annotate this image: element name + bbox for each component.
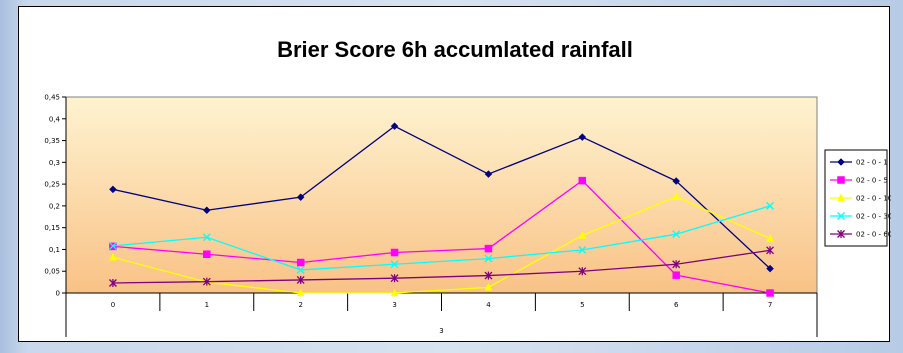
data-point [296,265,305,274]
legend-label: 02 - 0 - 60 [856,231,891,239]
data-point [578,267,587,276]
data-point [672,192,681,200]
data-point [296,258,305,267]
x-tick-label: 0 [111,301,115,309]
data-point [672,230,681,239]
legend-item: 02 - 0 - 30 [830,212,891,221]
x-tick-label: 6 [674,301,679,309]
data-point [766,233,774,242]
data-point [484,244,493,253]
legend-label: 02 - 0 - 1 [856,159,888,167]
data-point [578,176,587,185]
data-point [202,206,211,215]
plot-area [65,96,818,294]
data-point [109,252,117,261]
x-tick-label: 1 [205,301,209,309]
data-point [484,271,493,280]
data-point [202,233,211,242]
chart-svg: 0 0,05 0,1 0,15 0,2 0,25 0,3 0,35 0,4 0,45 0 1 2 3 4 5 6… [44,94,891,337]
data-point [766,264,774,273]
legend-label: 02 - 0 - 10 [856,195,891,203]
x-tick-label: 7 [768,301,772,309]
series-3 [109,192,774,297]
chart-title: Brier Score 6h accumlated rainfall [277,37,633,62]
legend-marker [837,212,845,220]
y-tick-label: 0,25 [44,181,60,189]
data-point [390,248,399,257]
legend-item: 02 - 0 - 60 [830,230,891,239]
y-tick-label: 0,05 [44,268,60,276]
series-1 [109,122,774,273]
legend-marker [837,230,845,238]
legend-item: 02 - 0 - 1 [830,158,888,167]
x-tick-label: 5 [580,301,584,309]
y-tick-label: 0,35 [44,137,60,145]
data-point [203,250,211,258]
data-point [672,271,680,279]
data-point [484,170,493,178]
y-tick-label: 0,4 [49,115,61,123]
data-point [672,260,681,269]
y-tick-label: 0,45 [44,94,60,102]
data-point [108,242,117,250]
data-point [296,193,305,202]
data-point [578,230,587,239]
series-4 [108,201,775,274]
data-point [766,289,774,297]
series-5 [108,246,775,287]
data-point [484,282,493,291]
x-tick-label: 4 [486,301,491,309]
data-point [296,275,305,284]
data-point [390,274,399,283]
series-line [112,179,771,294]
data-point [578,133,587,141]
data-point [296,288,305,297]
series-line [112,249,771,284]
data-point [390,122,399,131]
chart-frame: Brier Score 6h accumlated rainfall 0 0,05… [18,6,891,342]
y-tick-label: 0,3 [49,159,60,167]
legend-label: 02 - 0 - 30 [856,213,891,221]
series-line [112,125,771,270]
legend-item: 02 - 0 - 10 [830,193,891,203]
legend-marker [837,193,845,202]
y-tick-label: 0,15 [44,224,60,232]
data-point [390,288,399,297]
y-tick-label: 0,1 [49,246,60,254]
data-point [672,177,681,185]
x-tick-label: 2 [298,301,302,309]
data-point [202,277,211,286]
data-point [484,254,493,263]
y-tick-label: 0 [56,290,60,298]
series-2 [109,176,774,297]
legend-label: 02 - 0 - 5 [856,177,888,185]
data-point [390,260,399,269]
data-point [578,245,587,254]
data-point [109,185,117,194]
data-point [766,246,775,255]
legend-item: 02 - 0 - 5 [830,176,888,185]
x-tick-label: 3 [392,301,396,309]
series-line [112,205,771,271]
legend-marker [837,176,845,184]
legend-marker [837,158,845,166]
data-point [766,201,775,210]
y-tick-label: 0,2 [49,202,60,210]
series-line [112,196,771,294]
x-group-label: 3 [439,327,443,335]
data-point [108,278,117,287]
